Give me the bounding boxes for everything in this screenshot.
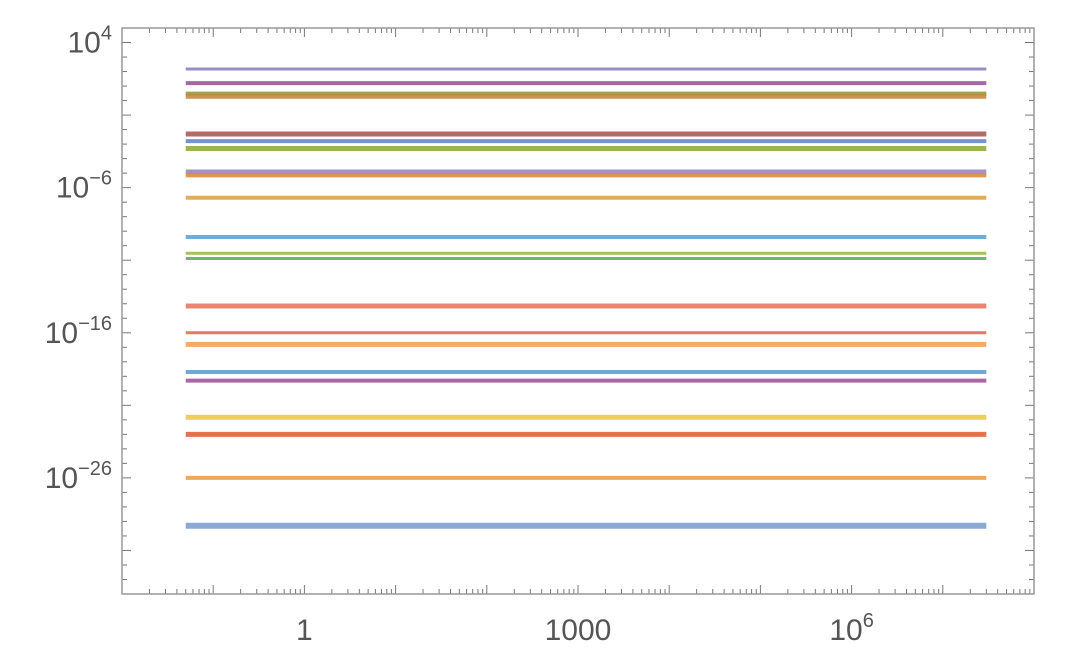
- x-tick-label-1: 1: [296, 614, 313, 647]
- y-tick-label-1: 104: [68, 23, 113, 60]
- x-tick-label-2: 1000: [545, 614, 612, 647]
- y-tick-label-4: 10−26: [45, 458, 112, 495]
- series-layer: [185, 67, 987, 529]
- ticks-layer: [122, 27, 1034, 595]
- y-tick-label-3: 10−16: [45, 313, 112, 350]
- plot-frame: [121, 27, 1035, 595]
- tick-labels-layer: 1 1000 106 104 10−6 10−16 10−26: [45, 23, 874, 647]
- x-tick-label-3: 106: [829, 610, 874, 647]
- y-tick-label-2: 10−6: [56, 168, 112, 205]
